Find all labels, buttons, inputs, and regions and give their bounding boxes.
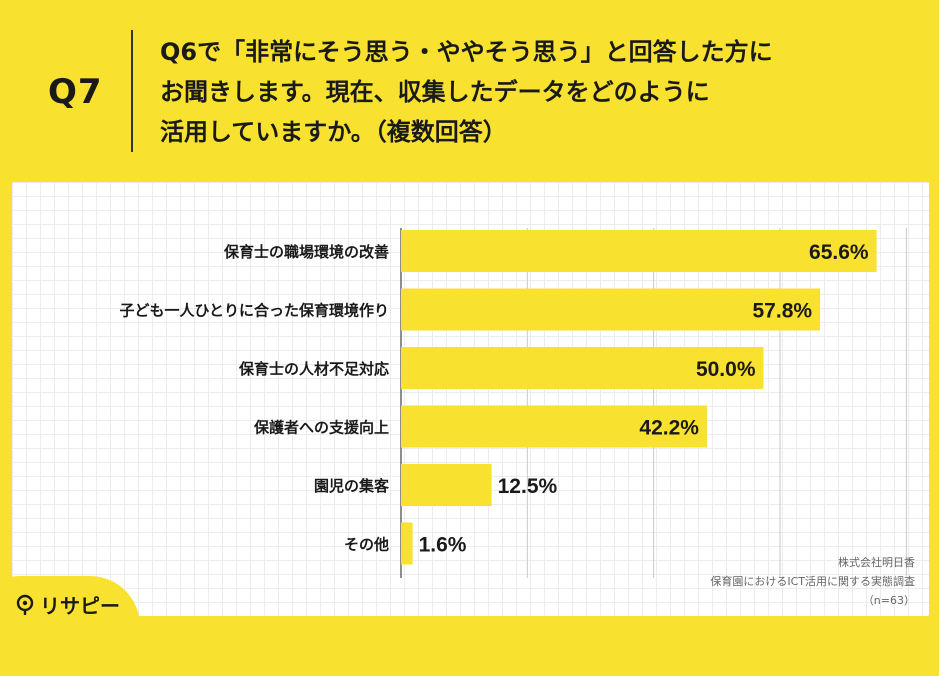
lightbulb-icon	[16, 594, 34, 615]
chart-panel: 保育士の職場環境の改善 65.6% 子ども一人ひとりに合った保育環境作り 57.8% 保…	[12, 182, 929, 616]
header-divider	[131, 30, 133, 152]
value-label: 57.8%	[753, 300, 813, 323]
brand-logo: リサピー	[14, 590, 120, 619]
question-line: 活用していますか。（複数回答）	[160, 118, 507, 146]
question-text: Q6で「非常にそう思う・ややそう思う」と回答した方に お聞きします。現在、収集し…	[160, 32, 920, 152]
survey-credit: 株式会社明日香 保育園におけるICT活用に関する実態調査 （n=63）	[710, 553, 915, 610]
category-label: 保育士の職場環境の改善	[223, 243, 389, 261]
value-label: 12.5%	[498, 475, 558, 498]
value-label: 50.0%	[696, 358, 756, 381]
question-header: Q7 Q6で「非常にそう思う・ややそう思う」と回答した方に お聞きします。現在、…	[0, 0, 939, 180]
value-label: 65.6%	[809, 241, 869, 264]
bar	[401, 230, 877, 272]
bar	[401, 405, 707, 448]
value-label: 42.2%	[639, 417, 699, 440]
category-label: その他	[344, 536, 389, 554]
question-number: Q7	[48, 72, 103, 112]
value-label: 1.6%	[419, 534, 467, 557]
category-label: 子ども一人ひとりに合った保育環境作り	[119, 302, 389, 320]
credit-sample: （n=63）	[862, 594, 915, 607]
category-label: 園児の集客	[314, 477, 390, 495]
credit-company: 株式会社明日香	[838, 556, 915, 569]
question-line: お聞きします。現在、収集したデータをどのように	[160, 78, 710, 106]
bar-chart: 保育士の職場環境の改善 65.6% 子ども一人ひとりに合った保育環境作り 57.8% 保…	[119, 228, 907, 578]
credit-survey: 保育園におけるICT活用に関する実態調査	[710, 575, 915, 588]
bar	[401, 288, 821, 331]
category-label: 保護者への支援向上	[253, 419, 389, 437]
bar	[401, 522, 413, 565]
question-line: Q6で「非常にそう思う・ややそう思う」と回答した方に	[160, 38, 773, 66]
category-label: 保育士の人材不足対応	[238, 360, 389, 378]
logo-text: リサピー	[40, 594, 120, 618]
bar	[401, 347, 764, 389]
bar	[401, 464, 492, 506]
